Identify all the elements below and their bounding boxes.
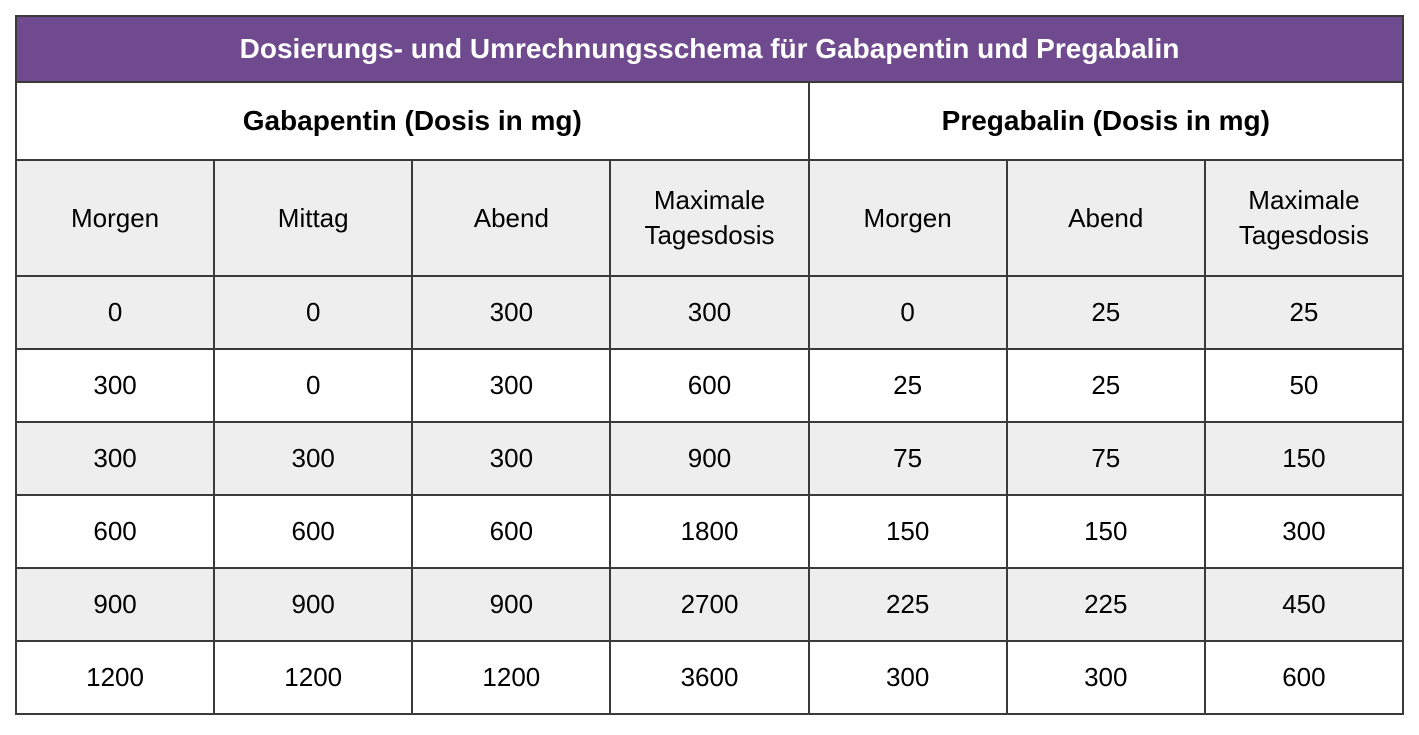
cell: 0 <box>809 276 1007 349</box>
cell: 600 <box>412 495 610 568</box>
table-row: 600 600 600 1800 150 150 300 <box>16 495 1403 568</box>
cell: 150 <box>809 495 1007 568</box>
cell: 600 <box>16 495 214 568</box>
table-row: 300 0 300 600 25 25 50 <box>16 349 1403 422</box>
cell: 300 <box>412 349 610 422</box>
cell: 1200 <box>412 641 610 714</box>
table-row: 900 900 900 2700 225 225 450 <box>16 568 1403 641</box>
cell: 225 <box>809 568 1007 641</box>
cell: 300 <box>412 422 610 495</box>
cell: 75 <box>1007 422 1205 495</box>
cell: 150 <box>1007 495 1205 568</box>
cell: 2700 <box>610 568 808 641</box>
col-gaba-max: Maximale Tagesdosis <box>610 160 808 276</box>
cell: 1800 <box>610 495 808 568</box>
table-row: 1200 1200 1200 3600 300 300 600 <box>16 641 1403 714</box>
cell: 150 <box>1205 422 1403 495</box>
cell: 450 <box>1205 568 1403 641</box>
cell: 900 <box>16 568 214 641</box>
cell: 600 <box>1205 641 1403 714</box>
cell: 0 <box>214 276 412 349</box>
cell: 300 <box>610 276 808 349</box>
cell: 25 <box>809 349 1007 422</box>
col-gaba-morgen: Morgen <box>16 160 214 276</box>
table-row: 0 0 300 300 0 25 25 <box>16 276 1403 349</box>
cell: 300 <box>1205 495 1403 568</box>
cell: 25 <box>1007 349 1205 422</box>
cell: 1200 <box>16 641 214 714</box>
col-gaba-mittag: Mittag <box>214 160 412 276</box>
dosage-conversion-table: Dosierungs- und Umrechnungsschema für Ga… <box>15 15 1404 715</box>
cell: 600 <box>610 349 808 422</box>
cell: 3600 <box>610 641 808 714</box>
cell: 25 <box>1007 276 1205 349</box>
table-title: Dosierungs- und Umrechnungsschema für Ga… <box>16 16 1403 82</box>
table-row: 300 300 300 900 75 75 150 <box>16 422 1403 495</box>
col-gaba-abend: Abend <box>412 160 610 276</box>
cell: 75 <box>809 422 1007 495</box>
col-preg-abend: Abend <box>1007 160 1205 276</box>
cell: 900 <box>412 568 610 641</box>
cell: 300 <box>809 641 1007 714</box>
cell: 300 <box>16 422 214 495</box>
cell: 50 <box>1205 349 1403 422</box>
cell: 900 <box>214 568 412 641</box>
group-header-gabapentin: Gabapentin (Dosis in mg) <box>16 82 809 160</box>
cell: 1200 <box>214 641 412 714</box>
cell: 300 <box>214 422 412 495</box>
col-preg-morgen: Morgen <box>809 160 1007 276</box>
cell: 0 <box>16 276 214 349</box>
col-preg-max: Maximale Tagesdosis <box>1205 160 1403 276</box>
cell: 300 <box>16 349 214 422</box>
table-body: 0 0 300 300 0 25 25 300 0 300 600 25 25 … <box>16 276 1403 714</box>
cell: 0 <box>214 349 412 422</box>
group-header-pregabalin: Pregabalin (Dosis in mg) <box>809 82 1403 160</box>
cell: 25 <box>1205 276 1403 349</box>
cell: 300 <box>1007 641 1205 714</box>
cell: 600 <box>214 495 412 568</box>
cell: 900 <box>610 422 808 495</box>
cell: 300 <box>412 276 610 349</box>
cell: 225 <box>1007 568 1205 641</box>
